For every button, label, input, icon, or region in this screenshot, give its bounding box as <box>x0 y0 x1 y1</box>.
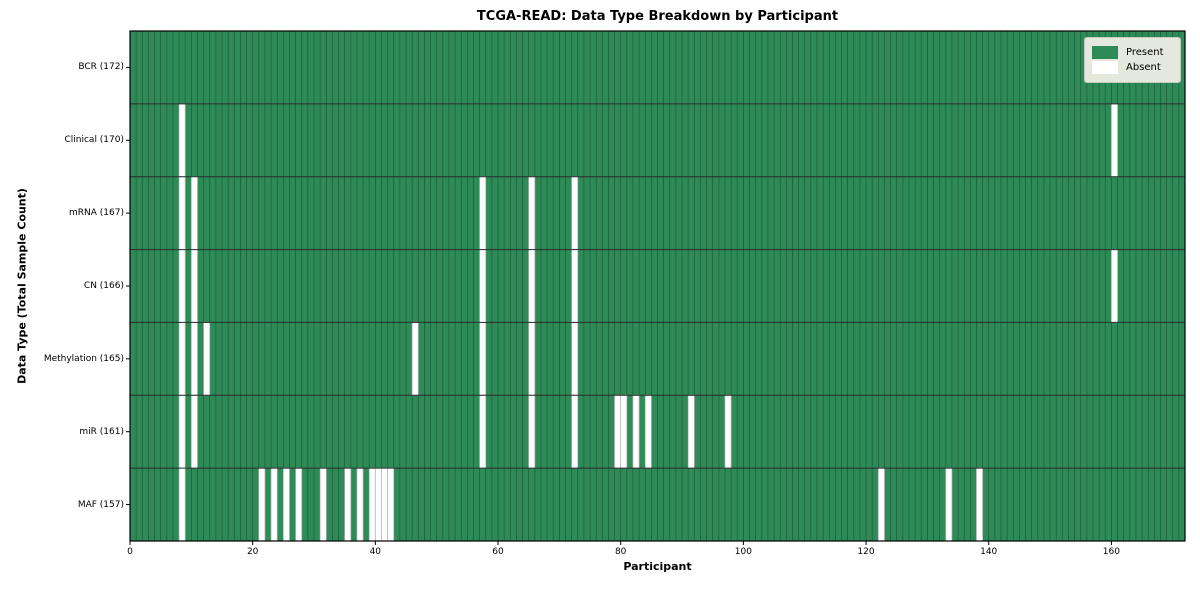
absent-cell <box>344 467 352 542</box>
x-tick-label-80: 80 <box>614 547 627 557</box>
y-tick-label-mrna: mRNA (167) <box>69 208 124 219</box>
absent-cell <box>387 467 395 542</box>
x-tick-label-140: 140 <box>980 547 998 557</box>
y-tick-label-methylation: Methylation (165) <box>43 353 124 364</box>
absent-cell <box>178 249 186 323</box>
absent-cell <box>644 394 652 469</box>
legend-label-absent: Absent <box>1126 62 1161 73</box>
absent-cell <box>479 322 487 396</box>
absent-cell <box>319 467 327 542</box>
absent-cell <box>724 394 732 469</box>
absent-cell <box>178 322 186 396</box>
absent-cell <box>178 467 186 542</box>
absent-cell <box>190 322 198 396</box>
absent-cell <box>945 467 953 542</box>
present-swatch-icon <box>1092 46 1118 59</box>
absent-cell <box>571 322 579 396</box>
absent-cell <box>178 176 186 250</box>
absent-cell <box>571 394 579 469</box>
x-tick-label-60: 60 <box>492 547 504 557</box>
absent-cell <box>411 322 419 396</box>
absent-cell <box>614 394 622 469</box>
absent-cell <box>258 467 266 542</box>
x-axis-label: Participant <box>623 560 692 573</box>
y-tick-label-cn: CN (166) <box>83 281 124 291</box>
absent-cell <box>479 249 487 323</box>
absent-cell <box>571 176 579 250</box>
absent-cell <box>178 394 186 469</box>
absent-cell <box>203 322 211 396</box>
absent-cell <box>374 467 382 542</box>
absent-cell <box>687 394 695 469</box>
absent-cell <box>190 394 198 469</box>
x-tick-label-160: 160 <box>1102 547 1120 557</box>
absent-cell <box>479 394 487 469</box>
absent-cell <box>178 103 186 178</box>
absent-cell <box>877 467 885 542</box>
y-tick-label-clinical: Clinical (170) <box>64 135 124 146</box>
absent-cell <box>571 249 579 323</box>
absent-cell <box>381 467 389 542</box>
x-tick-label-40: 40 <box>369 547 382 557</box>
absent-cell <box>270 467 278 542</box>
y-tick-label-maf: MAF (157) <box>77 499 124 510</box>
chart-title: TCGA-READ: Data Type Breakdown by Partic… <box>476 9 839 24</box>
x-tick-label-100: 100 <box>734 547 752 557</box>
y-axis-label: Data Type (Total Sample Count) <box>15 188 29 384</box>
absent-cell <box>528 394 536 469</box>
legend: Present Absent <box>1084 37 1181 83</box>
y-tick-label-bcr: BCR (172) <box>78 62 124 73</box>
absent-cell <box>282 467 290 542</box>
absent-cell <box>190 249 198 323</box>
absent-cell <box>479 176 487 250</box>
absent-cell <box>528 249 536 323</box>
legend-item-absent: Absent <box>1092 61 1172 74</box>
legend-label-present: Present <box>1126 47 1164 58</box>
absent-cell <box>528 322 536 396</box>
absent-cell <box>356 467 364 542</box>
legend-item-present: Present <box>1092 46 1172 59</box>
x-tick-label-120: 120 <box>857 547 875 557</box>
absent-cell <box>528 176 536 250</box>
absent-cell <box>295 467 303 542</box>
absent-cell <box>632 394 640 469</box>
absent-cell <box>190 176 198 250</box>
absent-cell <box>1110 249 1118 323</box>
y-tick-label-mir: miR (161) <box>79 426 124 437</box>
absent-cell <box>1110 103 1118 178</box>
plot-border <box>129 30 1186 542</box>
absent-cell <box>620 394 628 469</box>
x-tick-label-0: 0 <box>127 547 133 557</box>
absent-cell <box>976 467 983 542</box>
x-tick-label-20: 20 <box>246 547 259 557</box>
absent-swatch-icon <box>1092 61 1118 74</box>
absent-cell <box>368 467 376 542</box>
